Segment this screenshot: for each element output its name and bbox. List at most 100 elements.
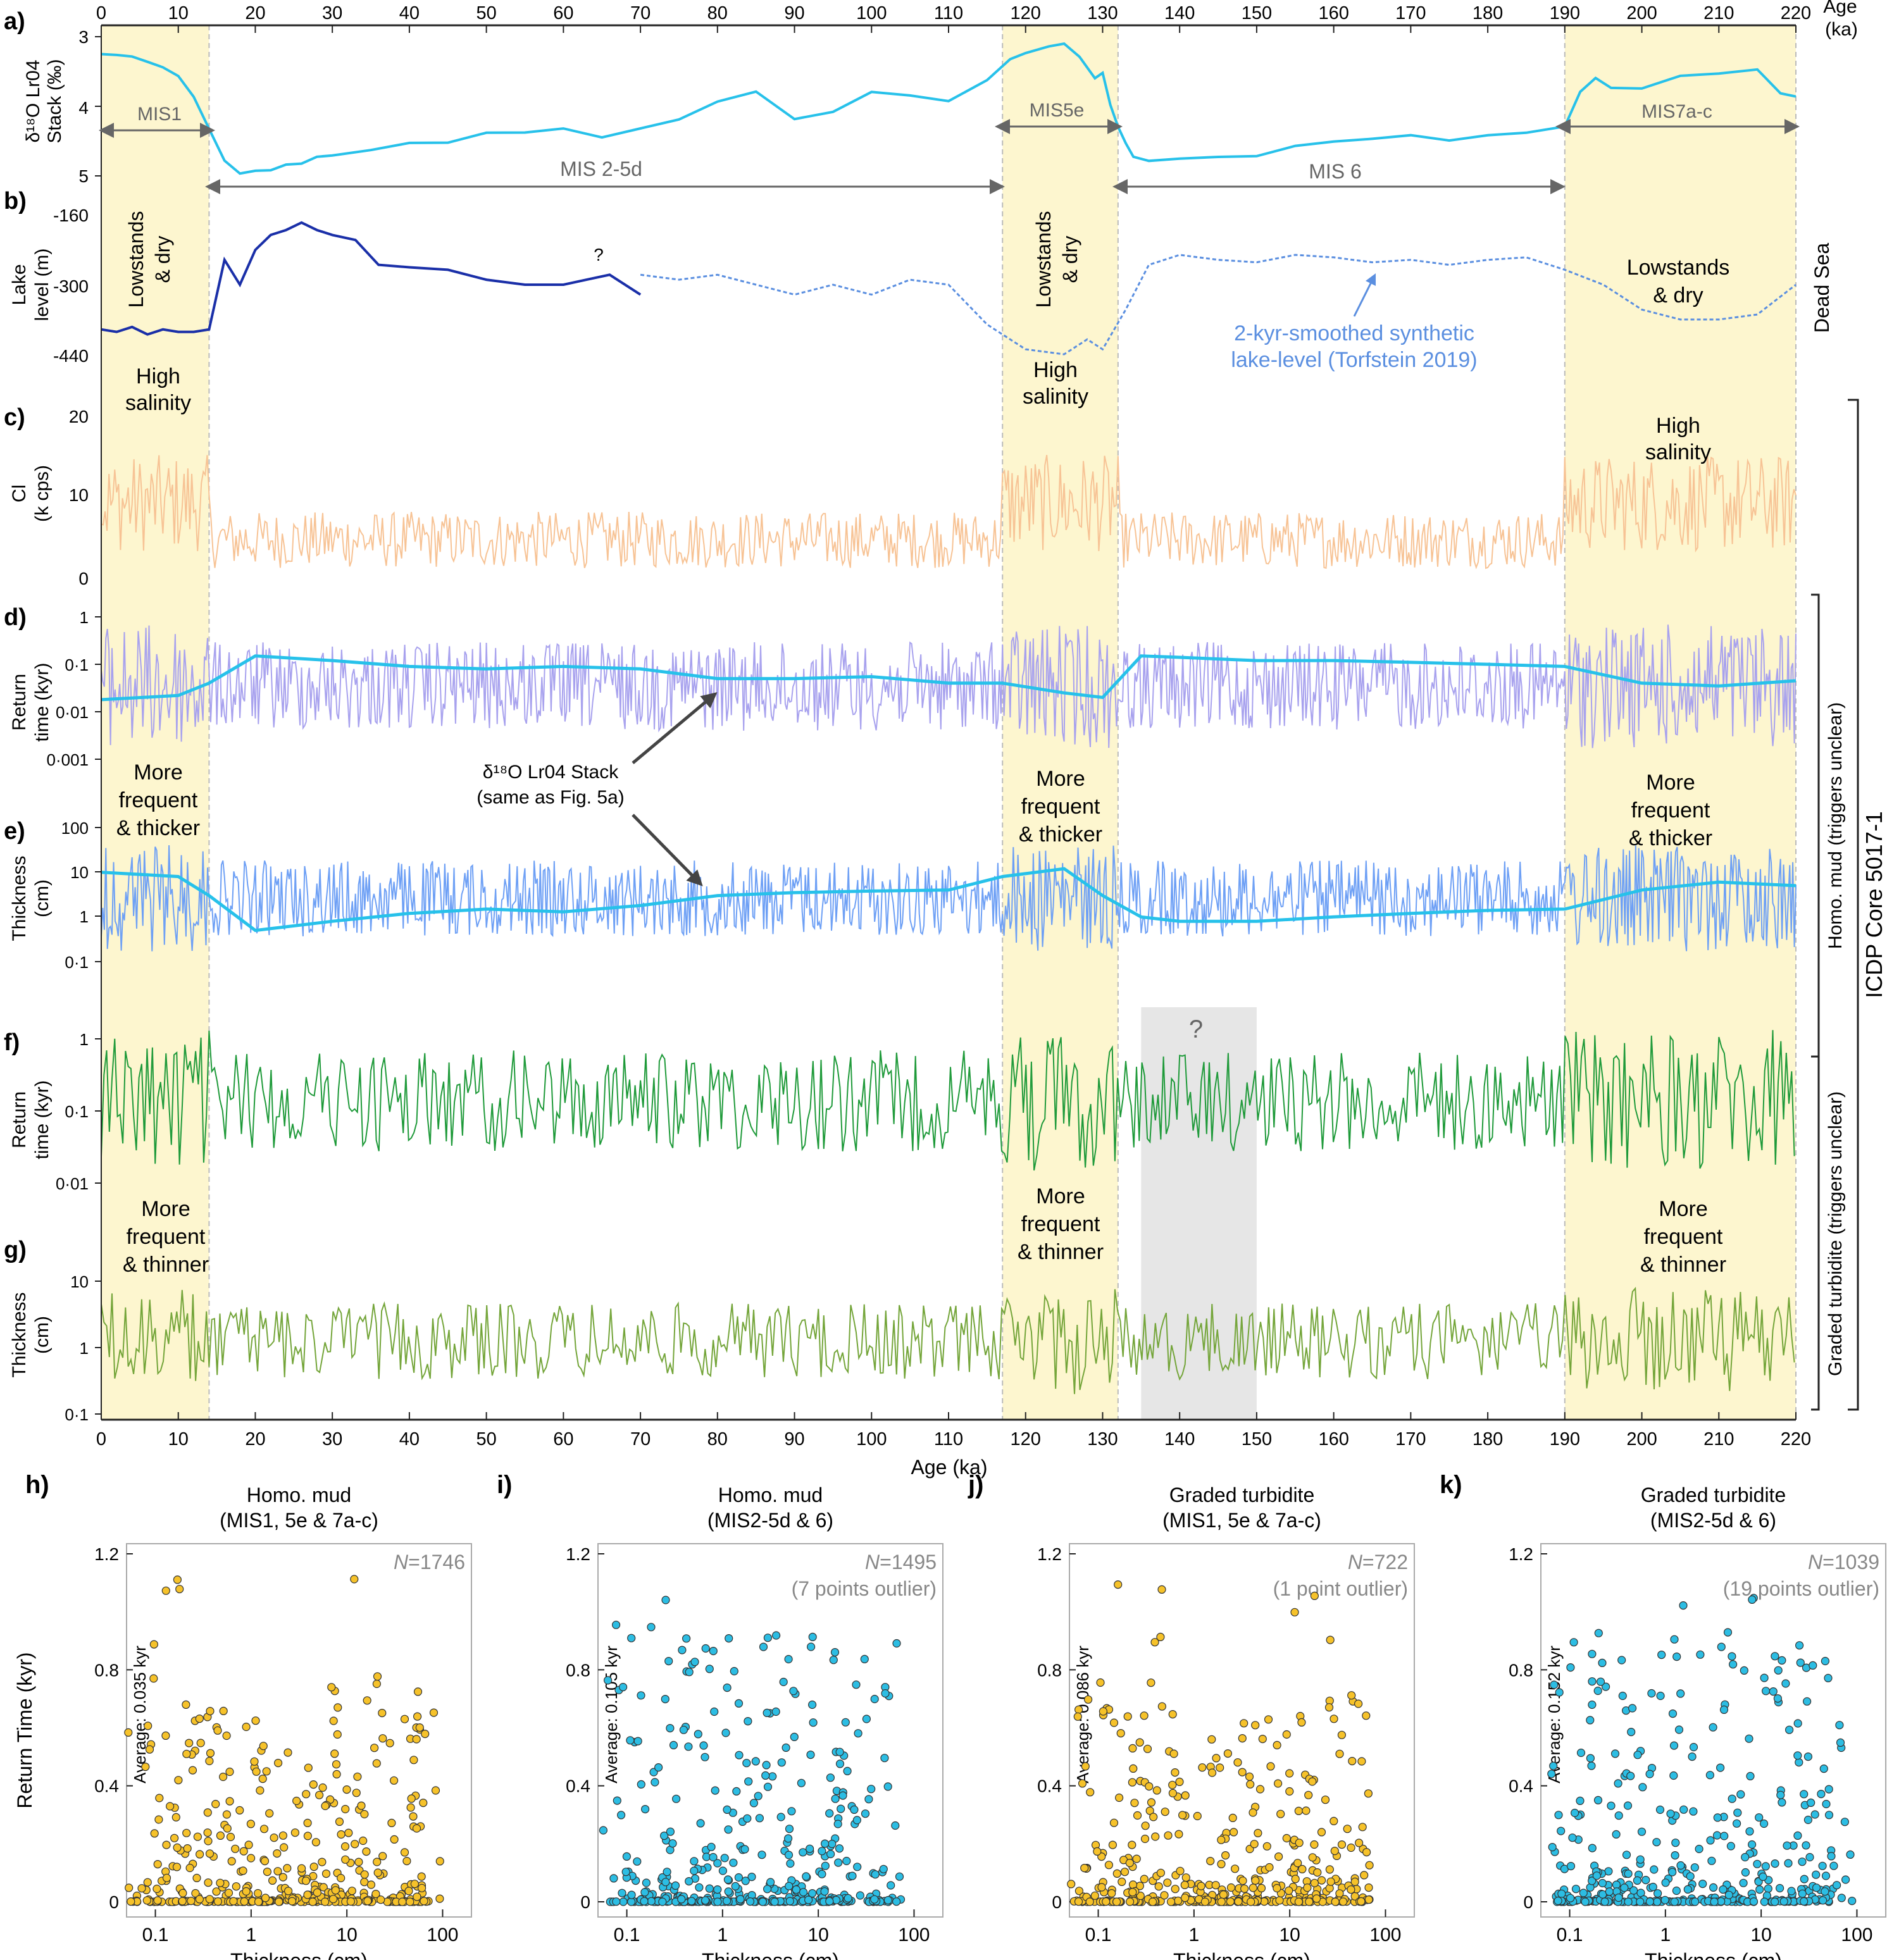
scatter-point — [797, 1778, 806, 1787]
more-frequent-thicker-right-2: frequent — [1631, 798, 1710, 822]
scatter-point — [1083, 1695, 1093, 1704]
scatter-point — [1746, 1771, 1755, 1780]
scatter-n: N=1495 — [865, 1551, 937, 1573]
panel-f: f) Return time (kyr) 1 0·1 0·01 ? More fre… — [4, 1015, 1726, 1277]
scatter-point — [1753, 1859, 1762, 1868]
scatter-point — [1240, 1719, 1249, 1728]
scatter-average: Average: 0.152 kyr — [1545, 1646, 1564, 1783]
scatter-point — [1360, 1871, 1369, 1880]
scatter-point — [761, 1771, 770, 1780]
scatter-point — [1566, 1663, 1575, 1672]
scatter-point — [335, 1817, 344, 1826]
cl-series — [101, 455, 1797, 569]
scatter-point — [309, 1780, 318, 1789]
scatter-point — [378, 1852, 387, 1861]
panel-b-ylabel: Lake — [9, 264, 30, 305]
scatter-point — [1294, 1897, 1303, 1906]
scatter-point — [1067, 1880, 1076, 1889]
scatter-point — [1238, 1734, 1247, 1743]
scatter-point — [763, 1708, 771, 1717]
scatter-point — [1671, 1839, 1680, 1847]
scatter-point — [1741, 1868, 1750, 1877]
scatter-point — [366, 1880, 376, 1889]
scatter-point — [1148, 1897, 1157, 1906]
bottom-tick-label: 10 — [168, 1429, 189, 1449]
scatter-point — [659, 1832, 669, 1840]
scatter-average: Average: 0.035 kyr — [130, 1646, 149, 1783]
scatter-point — [690, 1866, 699, 1875]
scatter-x-tick-label: 0.1 — [614, 1925, 640, 1945]
homo-mud-side-label: Homo. mud (triggers unclear) — [1825, 702, 1846, 949]
more-frequent-thicker-left-3: & thicker — [116, 816, 200, 840]
scatter-point — [1347, 1691, 1356, 1700]
scatter-point — [1285, 1787, 1294, 1796]
scatter-point — [1257, 1883, 1266, 1892]
scatter-point — [661, 1878, 670, 1887]
scatter-point — [175, 1585, 184, 1594]
scatter-point — [1587, 1761, 1596, 1770]
scatter-point — [1773, 1694, 1782, 1703]
scatter-point — [1581, 1897, 1590, 1906]
scatter-point — [273, 1867, 282, 1876]
scatter-point — [290, 1828, 299, 1837]
scatter-point — [1728, 1652, 1736, 1661]
panel-d-ylabel: Return — [9, 674, 30, 731]
scatter-point — [1568, 1833, 1577, 1842]
scatter-point — [1125, 1897, 1135, 1906]
scatter-point — [1672, 1653, 1681, 1661]
scatter-point — [599, 1826, 608, 1835]
scatter-point — [1761, 1862, 1770, 1871]
scatter-point — [1285, 1769, 1294, 1778]
scatter-point — [1255, 1785, 1265, 1794]
mis5e-label: MIS5e — [1030, 100, 1085, 121]
scatter-point — [1824, 1811, 1834, 1820]
top-tick-label: 210 — [1703, 3, 1734, 23]
scatter-point — [1130, 1799, 1139, 1808]
synthetic-label-2: lake-level (Torfstein 2019) — [1231, 348, 1477, 372]
scatter-y-tick-label: 0 — [109, 1892, 119, 1912]
scatter-point — [1200, 1897, 1210, 1906]
scatter-title: Graded turbidite — [1169, 1484, 1314, 1506]
scatter-point — [377, 1895, 385, 1904]
scatter-point — [1354, 1699, 1363, 1708]
scatter-point — [254, 1897, 263, 1906]
more-frequent-thinner-right: More — [1659, 1197, 1707, 1221]
more-frequent-thicker-mid-2: frequent — [1021, 795, 1100, 819]
scatter-point — [724, 1825, 733, 1834]
scatter-point — [1326, 1877, 1335, 1886]
scatter-point — [252, 1767, 261, 1776]
scatter-point — [329, 1716, 338, 1725]
scatter-point — [835, 1844, 844, 1853]
scatter-point — [342, 1785, 351, 1794]
scatter-point — [406, 1803, 415, 1812]
scatter-point — [1638, 1783, 1647, 1792]
scatter-point — [640, 1805, 650, 1814]
scatter-point — [435, 1894, 444, 1903]
scatter-point — [192, 1873, 201, 1882]
scatter-point — [333, 1730, 342, 1739]
scatter-point — [1655, 1805, 1665, 1814]
scatter-point — [837, 1804, 845, 1813]
scatter-x-tick-label: 10 — [1750, 1925, 1771, 1945]
more-frequent-thinner-mid-3: & thinner — [1018, 1240, 1104, 1264]
scatter-point — [838, 1791, 847, 1800]
scatter-point — [1740, 1666, 1748, 1675]
scatter-point — [1689, 1742, 1698, 1752]
scatter-point — [854, 1729, 863, 1738]
scatter-point — [1108, 1840, 1118, 1849]
scatter-point — [211, 1799, 220, 1809]
scatter-point — [1846, 1850, 1855, 1859]
scatter-point — [1250, 1840, 1259, 1849]
scatter-point — [206, 1749, 215, 1758]
scatter-point — [420, 1897, 428, 1906]
scatter-point — [1809, 1661, 1817, 1670]
lowstands-label-left-2: & dry — [151, 236, 174, 283]
scatter-point — [732, 1787, 741, 1796]
lowstands-label-right-2: & dry — [1653, 283, 1703, 307]
scatter-point — [1710, 1897, 1719, 1906]
panel-b-letter: b) — [4, 188, 27, 214]
scatter-point — [1676, 1861, 1685, 1870]
scatter-point — [193, 1832, 202, 1841]
scatter-point — [744, 1717, 752, 1726]
scatter-point — [1310, 1591, 1319, 1600]
